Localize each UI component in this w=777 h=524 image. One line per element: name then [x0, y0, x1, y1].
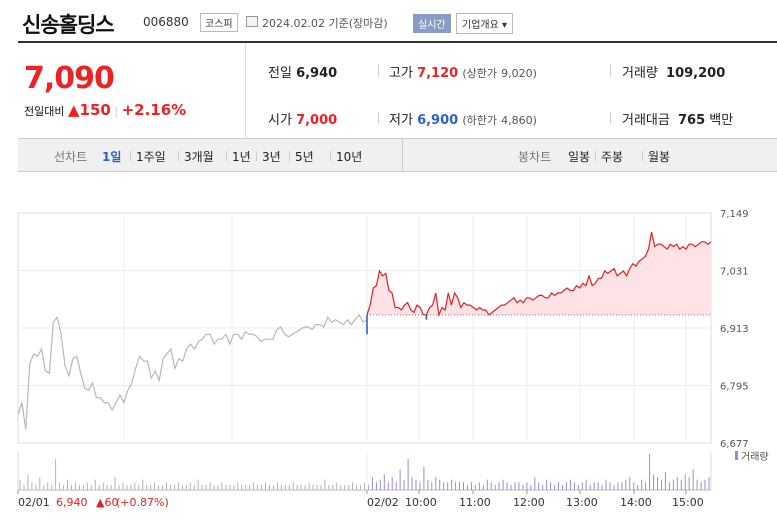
high-value: 7,120: [417, 66, 459, 81]
lower-limit-value: 4,860): [501, 114, 537, 127]
tab-line-5[interactable]: 3년: [262, 150, 281, 164]
x-tick-label: 13:00: [566, 496, 598, 509]
chart-tab-bar: 선차트 1일 1주일 3개월 1년 3년 5년 10년 봉차트 일봉 주봉 월봉: [18, 139, 777, 172]
stock-name: 신송홀딩스: [22, 13, 115, 37]
x-tick-label: 14:00: [620, 496, 652, 509]
x-tick-label: 15:00: [672, 496, 704, 509]
amount-label: 거래대금: [622, 113, 670, 128]
today-price-line: [366, 231, 712, 317]
amount-stat: 거래대금 765 백만: [622, 109, 733, 128]
low-value: 6,900: [417, 113, 459, 128]
open-value: 7,000: [296, 113, 338, 128]
tab-divider: [289, 151, 290, 161]
prev-close-stat: 전일 6,940: [268, 62, 337, 81]
divider: [402, 139, 403, 172]
upper-limit-value: 9,020): [501, 67, 537, 80]
y-tick-label: 7,149: [720, 209, 749, 220]
prev-close-label: 전일: [268, 66, 292, 81]
volume-value: 109,200: [666, 66, 726, 81]
change-percent: +2.16%: [121, 101, 187, 119]
lower-limit-label: (하한가: [462, 114, 497, 127]
tab-line-6[interactable]: 5년: [295, 150, 314, 164]
tab-divider: [330, 151, 331, 161]
tab-line-1[interactable]: 1일: [102, 150, 122, 164]
volume-legend-label: 거래량: [741, 451, 769, 463]
prev-day-percent: (+0.87%): [116, 496, 169, 509]
tab-divider: [130, 151, 131, 161]
divider: [378, 65, 379, 77]
up-area: [367, 232, 711, 315]
tab-line-4[interactable]: 1년: [232, 150, 251, 164]
x-tick-label: 10:00: [405, 496, 437, 509]
tab-line-2[interactable]: 1주일: [136, 150, 166, 164]
company-overview-dropdown[interactable]: 기업개요 ▾: [456, 13, 513, 34]
tab-divider: [256, 151, 257, 161]
change-separator: |: [114, 105, 119, 118]
open-label: 시가: [268, 113, 292, 128]
amount-value: 765: [677, 113, 706, 128]
open-stat: 시가 7,000: [268, 109, 337, 128]
x-tick-label: 02/01: [18, 496, 50, 509]
x-tick-label: 02/02: [367, 496, 399, 509]
high-label: 고가: [389, 66, 413, 81]
tab-candle-2[interactable]: 주봉: [601, 150, 624, 164]
stock-code: 006880: [143, 15, 189, 29]
calendar-icon: [246, 16, 258, 27]
line-chart-label: 선차트: [54, 150, 88, 164]
prev-close-value: 6,940: [296, 66, 338, 81]
volume-label: 거래량: [622, 66, 658, 81]
high-stat: 고가 7,120 (상한가 9,020): [389, 62, 537, 81]
tab-divider: [642, 151, 643, 161]
divider: [378, 112, 379, 124]
low-stat: 저가 6,900 (하한가 4,860): [389, 109, 537, 128]
change-label: 전일대비: [24, 105, 65, 118]
candle-chart-label: 봉차트: [518, 150, 552, 164]
quote-date: 2024.02.02 기준(장마감): [262, 17, 388, 30]
tab-candle-3[interactable]: 월봉: [648, 150, 671, 164]
market-badge: 코스피: [200, 13, 238, 32]
y-tick-label: 6,795: [720, 382, 749, 393]
tab-divider: [226, 151, 227, 161]
current-price: 7,090: [24, 61, 115, 96]
prev-day-close: 6,940: [56, 496, 88, 509]
change-value: ▲150: [67, 101, 111, 119]
divider: [610, 112, 611, 124]
x-tick-label: 11:00: [459, 496, 491, 509]
y-tick-label: 7,031: [720, 267, 749, 278]
amount-unit: 백만: [709, 113, 734, 128]
quote-summary: 7,090 전일대비 ▲150 | +2.16% 전일 6,940 고가 7,1…: [18, 41, 777, 139]
y-tick-label: 6,677: [720, 439, 749, 450]
price-panel: 7,090 전일대비 ▲150 | +2.16%: [18, 43, 246, 139]
tab-line-7[interactable]: 10년: [336, 150, 363, 164]
tab-line-3[interactable]: 3개월: [184, 150, 214, 164]
tab-candle-1[interactable]: 일봉: [568, 150, 591, 164]
tab-divider: [595, 151, 596, 161]
prev-day-line: [17, 313, 368, 430]
y-tick-label: 6,913: [720, 324, 749, 335]
volume-stat: 거래량 109,200: [622, 62, 725, 81]
price-change: 전일대비 ▲150 | +2.16%: [24, 101, 186, 119]
realtime-button[interactable]: 실시간: [413, 14, 451, 33]
volume-legend-swatch: [735, 451, 738, 460]
upper-limit-label: (상한가: [462, 67, 497, 80]
prev-day-change: ▲60: [96, 496, 118, 509]
divider: [610, 65, 611, 77]
x-tick-label: 12:00: [513, 496, 545, 509]
low-label: 저가: [389, 113, 413, 128]
tab-divider: [178, 151, 179, 161]
